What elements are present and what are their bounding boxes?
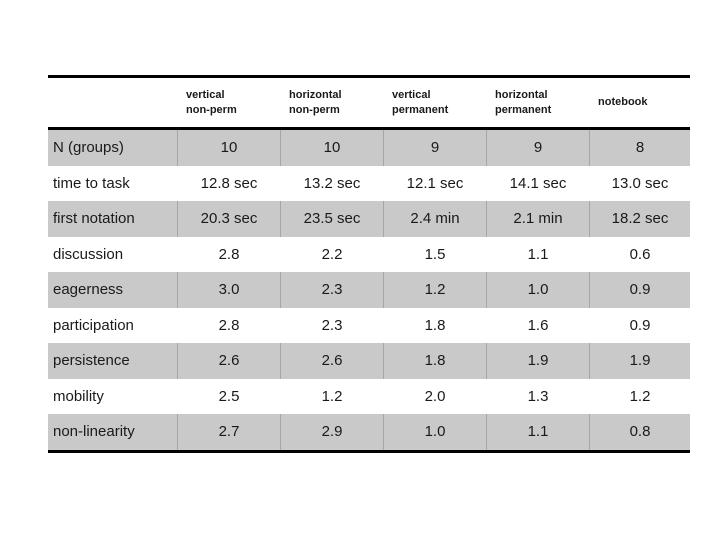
data-cell: 2.3	[280, 307, 383, 343]
header-row: vertical non-perm horizontal non-perm ve…	[48, 78, 690, 130]
data-cell: 3.0	[177, 272, 280, 308]
table-row-persistence: persistence 2.6 2.6 1.8 1.9 1.9	[48, 343, 690, 379]
row-label: participation	[48, 307, 177, 343]
table-row-discussion: discussion 2.8 2.2 1.5 1.1 0.6	[48, 236, 690, 272]
data-cell: 1.6	[486, 307, 589, 343]
data-cell: 9	[486, 130, 589, 166]
data-cell: 2.2	[280, 236, 383, 272]
data-cell: 9	[383, 130, 486, 166]
data-cell: 2.8	[177, 307, 280, 343]
data-cell: 2.0	[383, 378, 486, 414]
data-cell: 12.8 sec	[177, 165, 280, 201]
data-cell: 1.1	[486, 236, 589, 272]
row-label: mobility	[48, 378, 177, 414]
data-cell: 1.1	[486, 414, 589, 450]
data-cell: 2.3	[280, 272, 383, 308]
data-cell: 13.2 sec	[280, 165, 383, 201]
data-cell: 1.5	[383, 236, 486, 272]
row-label: N (groups)	[48, 130, 177, 166]
row-label: eagerness	[48, 272, 177, 308]
data-cell: 1.2	[383, 272, 486, 308]
data-cell: 2.1 min	[486, 201, 589, 237]
data-cell: 14.1 sec	[486, 165, 589, 201]
table-row-n-groups: N (groups) 10 10 9 9 8	[48, 130, 690, 166]
column-header-horizontal-non-perm: horizontal non-perm	[280, 78, 383, 130]
data-cell: 13.0 sec	[589, 165, 690, 201]
column-header-horizontal-permanent: horizontal permanent	[486, 78, 589, 130]
results-table: vertical non-perm horizontal non-perm ve…	[48, 75, 690, 453]
data-cell: 0.9	[589, 272, 690, 308]
data-cell: 18.2 sec	[589, 201, 690, 237]
column-header-notebook: notebook	[589, 78, 690, 130]
data-cell: 2.6	[177, 343, 280, 379]
table-row-participation: participation 2.8 2.3 1.8 1.6 0.9	[48, 307, 690, 343]
data-cell: 20.3 sec	[177, 201, 280, 237]
row-label: first notation	[48, 201, 177, 237]
data-cell: 2.8	[177, 236, 280, 272]
data-cell: 1.2	[589, 378, 690, 414]
data-cell: 0.8	[589, 414, 690, 450]
table-row-eagerness: eagerness 3.0 2.3 1.2 1.0 0.9	[48, 272, 690, 308]
column-header-vertical-non-perm: vertical non-perm	[177, 78, 280, 130]
data-cell: 12.1 sec	[383, 165, 486, 201]
data-cell: 2.7	[177, 414, 280, 450]
data-cell: 2.6	[280, 343, 383, 379]
data-cell: 1.8	[383, 307, 486, 343]
data-cell: 2.5	[177, 378, 280, 414]
data-cell: 2.4 min	[383, 201, 486, 237]
corner-cell	[48, 78, 177, 130]
data-cell: 1.0	[383, 414, 486, 450]
table-row-mobility: mobility 2.5 1.2 2.0 1.3 1.2	[48, 378, 690, 414]
table-row-time-to-task: time to task 12.8 sec 13.2 sec 12.1 sec …	[48, 165, 690, 201]
data-cell: 1.9	[486, 343, 589, 379]
data-cell: 1.2	[280, 378, 383, 414]
row-label: discussion	[48, 236, 177, 272]
data-cell: 0.9	[589, 307, 690, 343]
data-cell: 1.3	[486, 378, 589, 414]
data-cell: 1.8	[383, 343, 486, 379]
data-cell: 1.9	[589, 343, 690, 379]
table-row-non-linearity: non-linearity 2.7 2.9 1.0 1.1 0.8	[48, 414, 690, 450]
data-cell: 10	[280, 130, 383, 166]
data-cell: 23.5 sec	[280, 201, 383, 237]
data-cell: 0.6	[589, 236, 690, 272]
row-label: persistence	[48, 343, 177, 379]
data-cell: 2.9	[280, 414, 383, 450]
data-cell: 8	[589, 130, 690, 166]
data-cell: 1.0	[486, 272, 589, 308]
row-label: time to task	[48, 165, 177, 201]
data-cell: 10	[177, 130, 280, 166]
table-row-first-notation: first notation 20.3 sec 23.5 sec 2.4 min…	[48, 201, 690, 237]
row-label: non-linearity	[48, 414, 177, 450]
column-header-vertical-permanent: vertical permanent	[383, 78, 486, 130]
